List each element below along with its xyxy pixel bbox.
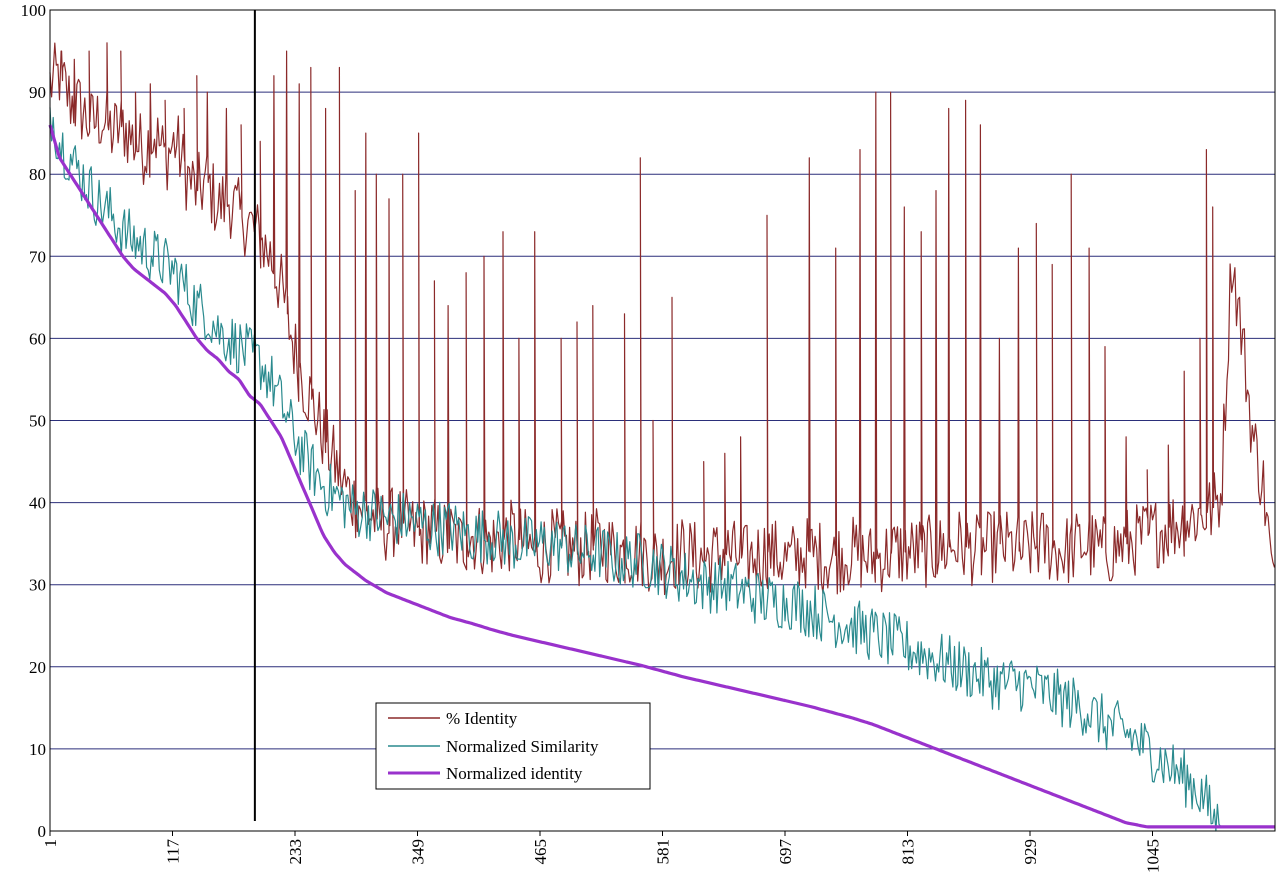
x-tick-label: 233 <box>286 839 305 865</box>
x-tick-label: 117 <box>164 839 183 864</box>
x-tick-label: 349 <box>409 839 428 865</box>
legend-item-identity: % Identity <box>388 709 518 728</box>
x-tick-label: 929 <box>1021 839 1040 865</box>
y-tick-label: 30 <box>29 576 46 595</box>
y-tick-label: 50 <box>29 412 46 431</box>
y-tick-label: 90 <box>29 83 46 102</box>
series-layer <box>48 42 1276 832</box>
legend-item-normalized-identity: Normalized identity <box>388 764 583 783</box>
y-tick-label: 20 <box>29 658 46 677</box>
x-tick-label: 1 <box>41 839 60 848</box>
y-tick-label: 60 <box>29 329 46 348</box>
legend-label-normalized-identity: Normalized identity <box>446 764 583 783</box>
y-tick-label: 80 <box>29 165 46 184</box>
y-tick-label: 0 <box>38 822 47 841</box>
x-axis-tick-labels: 1 117 233 349 465 581 697 813 929 1045 <box>41 831 1163 873</box>
x-tick-label: 697 <box>776 839 795 865</box>
y-axis-tick-labels: 0 10 20 30 40 50 60 70 80 90 100 <box>21 1 47 841</box>
y-gridlines <box>50 9 1275 832</box>
x-tick-label: 465 <box>531 839 550 865</box>
x-tick-label: 813 <box>899 839 918 865</box>
x-tick-label: 581 <box>654 839 673 865</box>
y-tick-label: 10 <box>29 740 46 759</box>
legend-label-identity: % Identity <box>446 709 518 728</box>
y-tick-label: 40 <box>29 494 46 513</box>
series-line-normalized-similarity <box>49 107 1275 832</box>
legend: % Identity Normalized Similarity Normali… <box>375 702 651 790</box>
legend-item-similarity: Normalized Similarity <box>388 737 599 756</box>
legend-label-similarity: Normalized Similarity <box>446 737 599 756</box>
plot-area-frame <box>49 9 1276 832</box>
y-tick-label: 100 <box>21 1 47 20</box>
x-tick-label: 1045 <box>1144 839 1163 873</box>
y-tick-label: 70 <box>29 247 46 266</box>
series-line-identity <box>49 42 1276 596</box>
